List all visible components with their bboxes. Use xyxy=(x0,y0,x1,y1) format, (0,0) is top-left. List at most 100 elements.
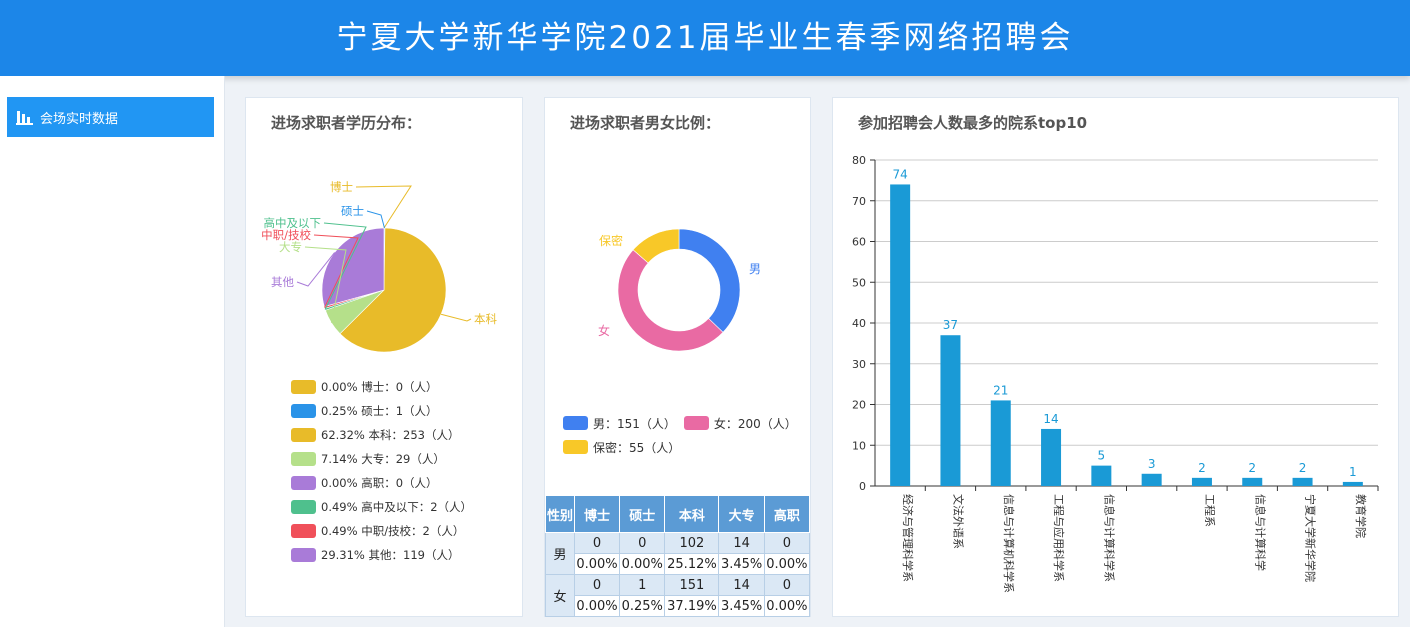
legend-swatch xyxy=(291,500,316,514)
gender-donut-chart: 男女 保密 xyxy=(598,228,761,352)
table-header-row: 性别 博士 硕士 本科 大专 高职 xyxy=(545,495,811,533)
bar[interactable] xyxy=(890,184,911,486)
bar[interactable] xyxy=(990,400,1011,486)
legend-label: 0.49% 高中及以下：2（人） xyxy=(321,500,473,514)
bar-value-label: 1 xyxy=(1349,465,1357,479)
legend-item[interactable]: 0.00% 博士：0（人） xyxy=(291,375,472,399)
legend-swatch xyxy=(291,380,316,394)
bar[interactable] xyxy=(1292,477,1313,486)
x-tick-label: 工程与应用科学系 xyxy=(1052,494,1066,582)
bar[interactable] xyxy=(940,335,961,486)
table-row: 女 0 1 151 14 0 xyxy=(545,574,811,617)
label-leader-line xyxy=(313,234,359,308)
legend-label: 0.00% 博士：0（人） xyxy=(321,380,438,394)
table-cell: 14 xyxy=(718,532,765,554)
table-cell: 1 xyxy=(619,574,666,596)
table-cell: 3.45% xyxy=(718,595,765,617)
department-panel-title: 参加招聘会人数最多的院系top10 xyxy=(858,114,1088,132)
bar-value-label: 2 xyxy=(1248,461,1256,475)
table-cell: 0 xyxy=(573,574,621,596)
bar-value-label: 37 xyxy=(943,318,958,332)
bar[interactable] xyxy=(1041,428,1062,486)
gender-panel: 进场求职者男女比例： 男女保密 男：151（人） 女：200（人） 保密：55（人）… xyxy=(544,97,811,617)
legend-label: 62.32% 本科：253（人） xyxy=(321,428,460,442)
bar[interactable] xyxy=(1091,465,1112,486)
y-tick-label: 40 xyxy=(852,317,866,330)
y-tick-label: 80 xyxy=(852,154,866,167)
legend-item[interactable]: 0.49% 高中及以下：2（人） xyxy=(291,495,472,519)
pie-label: 博士 xyxy=(330,180,353,194)
legend-item[interactable]: 男：151（人） xyxy=(563,411,676,435)
pie-label: 硕士 xyxy=(341,204,364,218)
page-header: 宁夏大学新华学院2021届毕业生春季网络招聘会 xyxy=(0,0,1410,76)
legend-item[interactable]: 0.00% 高职：0（人） xyxy=(291,471,472,495)
donut-slice xyxy=(617,249,724,352)
pie-label: 高中及以下 xyxy=(264,216,322,230)
legend-item[interactable]: 保密：55（人） xyxy=(563,435,680,459)
table-header: 性别 xyxy=(545,495,575,533)
y-tick-label: 70 xyxy=(852,195,866,208)
legend-swatch xyxy=(291,524,316,538)
legend-swatch xyxy=(291,428,316,442)
department-bar-chart: 0102030405060708074经济与管理科学系37文法外语系21信息与计… xyxy=(852,154,1379,593)
table-header: 高职 xyxy=(763,495,811,533)
label-leader-line xyxy=(355,185,412,229)
legend-item[interactable]: 7.14% 大专：29（人） xyxy=(291,447,472,471)
table-cell: 3.45% xyxy=(718,553,765,575)
education-panel: 进场求职者学历分布： 博士 硕士 高中及以下 中职/技校 大专 本科 其他 0.00% 博士… xyxy=(245,97,523,617)
sidebar: 会场实时数据 xyxy=(0,76,225,627)
donut-label: 男 xyxy=(749,262,761,276)
table-cell: 14 xyxy=(718,574,765,596)
education-panel-title: 进场求职者学历分布： xyxy=(271,114,422,132)
table-cell: 0 xyxy=(763,532,811,554)
y-tick-label: 60 xyxy=(852,236,866,249)
department-panel: 参加招聘会人数最多的院系top10 0 10 20 30 40 50 60 70 80 74 经济与… xyxy=(832,97,1399,617)
legend-item[interactable]: 29.31% 其他：119（人） xyxy=(291,543,472,567)
legend-item[interactable]: 女：200（人） xyxy=(683,411,797,435)
table-cell: 0.00% xyxy=(763,595,811,617)
y-tick-label: 0 xyxy=(859,480,866,493)
x-tick-label: 信息与计算机科学系 xyxy=(1002,494,1016,593)
legend-item[interactable]: 0.25% 硕士：1（人） xyxy=(291,399,472,423)
legend-item[interactable]: 62.32% 本科：253（人） xyxy=(291,423,472,447)
legend-item[interactable]: 0.49% 中职/技校：2（人） xyxy=(291,519,472,543)
table-header: 大专 xyxy=(718,495,765,533)
x-tick-label: 信息与计算科学 xyxy=(1253,494,1267,571)
legend-label: 0.49% 中职/技校：2（人） xyxy=(321,524,465,538)
y-tick-label: 30 xyxy=(852,358,866,371)
bar-value-label: 14 xyxy=(1043,412,1058,426)
table-cell: 0 xyxy=(573,532,621,554)
gender-panel-title: 进场求职者男女比例： xyxy=(570,114,721,132)
legend-swatch xyxy=(291,452,316,466)
bar[interactable] xyxy=(1242,477,1263,486)
x-tick-label: 文法外语系 xyxy=(951,494,965,549)
legend-label: 男：151（人） xyxy=(593,416,676,431)
bar[interactable] xyxy=(1141,473,1162,486)
legend-swatch xyxy=(563,416,588,430)
x-tick-label: 经济与管理科学系 xyxy=(901,494,915,582)
donut-slice xyxy=(632,228,680,264)
table-cell: 0 xyxy=(619,532,666,554)
legend-label: 0.00% 高职：0（人） xyxy=(321,476,438,490)
page-title: 宁夏大学新华学院2021届毕业生春季网络招聘会 xyxy=(336,20,1074,56)
bar-value-label: 5 xyxy=(1098,449,1106,463)
label-leader-line xyxy=(296,252,336,287)
legend-label: 保密：55（人） xyxy=(593,440,681,455)
education-legend: 0.00% 博士：0（人） 0.25% 硕士：1（人） 62.32% 本科：253（… xyxy=(291,375,472,567)
x-tick-label: 教育学院 xyxy=(1354,494,1368,538)
sidebar-item-live-data[interactable]: 会场实时数据 xyxy=(7,97,214,137)
table-cell: 0.00% xyxy=(573,553,621,575)
bar[interactable] xyxy=(1342,481,1363,486)
table-cell: 102 xyxy=(664,532,720,554)
bar-value-label: 2 xyxy=(1198,461,1206,475)
table-row: 男 0 0 102 14 0 xyxy=(545,532,811,575)
sidebar-item-label: 会场实时数据 xyxy=(40,111,119,127)
table-header: 硕士 xyxy=(619,495,666,533)
legend-swatch xyxy=(291,476,316,490)
table-cell: 0.00% xyxy=(619,553,666,575)
legend-label: 29.31% 其他：119（人） xyxy=(321,548,460,562)
bar[interactable] xyxy=(1191,477,1212,486)
pie-label: 其他 xyxy=(271,275,294,289)
donut-slice xyxy=(678,228,741,333)
